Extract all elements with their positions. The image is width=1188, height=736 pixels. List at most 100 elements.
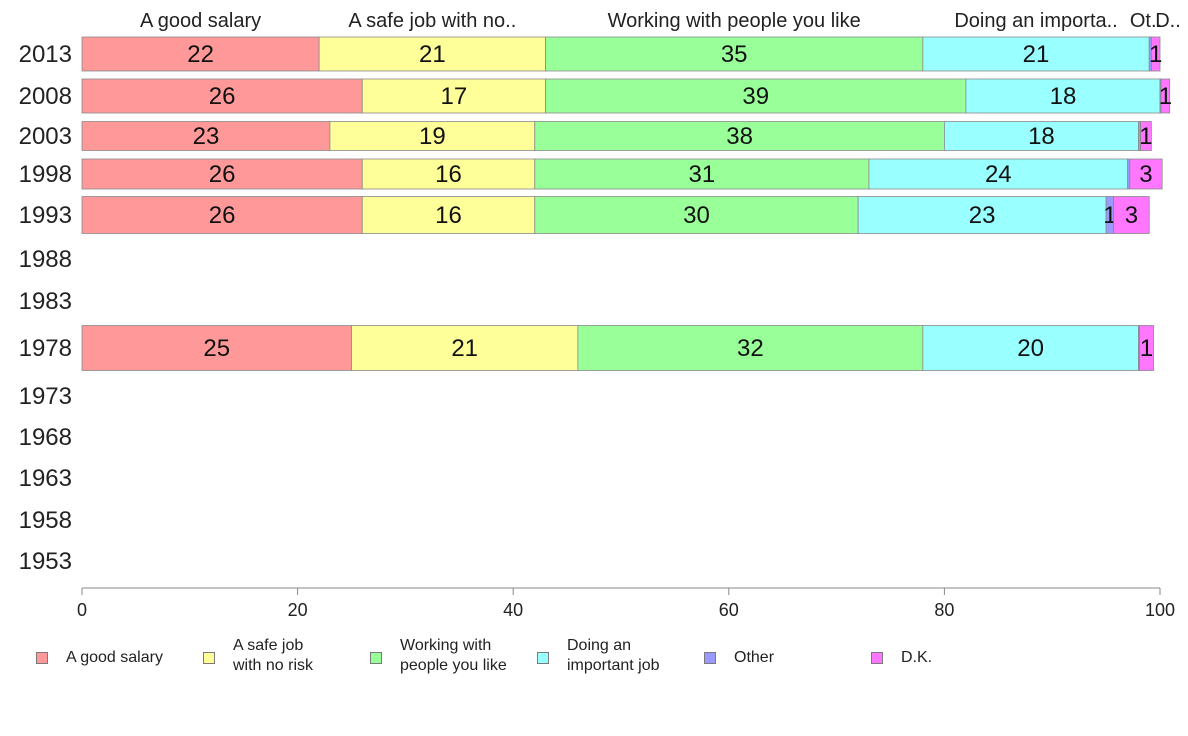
legend-label-4: Other: [734, 649, 775, 666]
data-label-2003-0: 23: [193, 123, 220, 150]
legend-label-5: D.K.: [901, 649, 933, 666]
row-label-1998: 1998: [19, 161, 72, 188]
data-label-1993-0: 26: [209, 202, 236, 229]
bar-segment-2003-1: [329, 121, 536, 151]
column-header-3: Doing an importa..: [954, 10, 1117, 32]
bar-segment-1998-3: [868, 158, 1129, 190]
legend-label-2: Working with people you like: [400, 637, 507, 674]
row-2003: 2003 23 19 38 18 1: [19, 121, 1153, 151]
row-label-1953: 1953: [19, 548, 72, 575]
x-tick-label-60: 60: [719, 600, 739, 620]
data-label-2008-5: 1: [1159, 83, 1172, 110]
row-label-1973: 1973: [19, 383, 72, 410]
legend-swatch-1: [203, 652, 215, 664]
data-label-1978-3: 20: [1017, 335, 1044, 362]
row-1978: 1978 25 21 32 20 1: [19, 325, 1154, 371]
legend-swatch-4: [704, 652, 716, 664]
data-label-2003-2: 38: [726, 123, 753, 150]
row-label-1958: 1958: [19, 507, 72, 534]
legend-swatch-5: [871, 652, 883, 664]
column-header-5: D..: [1155, 10, 1181, 32]
bar-segment-1978-1: [351, 325, 579, 371]
column-header-2: Working with people you like: [608, 10, 861, 32]
data-label-2008-0: 26: [209, 83, 236, 110]
data-label-2003-5: 1: [1139, 123, 1152, 150]
bar-segment-2013-1: [318, 36, 546, 72]
bar-segment-1978-2: [577, 325, 924, 371]
row-label-2003: 2003: [19, 123, 72, 150]
row-1953: 1953: [19, 548, 72, 575]
x-tick-label-40: 40: [503, 600, 523, 620]
legend-label-1: A safe job with no risk: [233, 637, 314, 674]
x-tick-label-0: 0: [77, 600, 87, 620]
data-label-2008-1: 17: [441, 83, 468, 110]
row-label-1993: 1993: [19, 202, 72, 229]
bar-segment-2008-1: [361, 78, 546, 114]
row-2013: 2013 22 21 35 21 1: [19, 36, 1162, 72]
data-label-2013-0: 22: [187, 41, 214, 68]
row-label-2008: 2008: [19, 83, 72, 110]
bar-segment-2008-0: [81, 78, 363, 114]
bar-segment-1978-3: [922, 325, 1139, 371]
bar-segment-2003-5: [1140, 121, 1152, 151]
data-label-1993-2: 30: [683, 202, 710, 229]
data-label-1978-5: 1: [1140, 335, 1153, 362]
bar-segment-1998-2: [534, 158, 870, 190]
data-label-1993-4: 1: [1103, 202, 1116, 229]
legend-item-5: D.K.: [871, 636, 932, 668]
legend-swatch-3: [537, 652, 549, 664]
chart-legend: A good salary A safe job with no risk Work…: [36, 636, 1176, 696]
column-header-4: Ot..: [1130, 10, 1162, 32]
row-1983: 1983: [19, 288, 72, 315]
data-label-2008-2: 39: [742, 83, 769, 110]
row-1993: 1993 26 16 30 23 1 3: [19, 196, 1150, 234]
bar-segment-2013-5: [1150, 36, 1161, 72]
x-tick-label-20: 20: [288, 600, 308, 620]
bar-segment-1998-0: [81, 158, 363, 190]
bar-segment-2008-2: [545, 78, 967, 114]
legend-label-3: Doing an important job: [567, 637, 660, 674]
bar-segment-1993-3: [857, 196, 1107, 234]
chart-canvas: A good salary A safe job with no.. Working…: [19, 10, 1181, 620]
column-header-0: A good salary: [140, 10, 261, 32]
bar-segment-2008-5: [1160, 78, 1171, 114]
data-label-1993-5: 3: [1125, 202, 1138, 229]
column-headers: A good salary A safe job with no.. Working…: [140, 10, 1181, 32]
data-label-2013-5: 1: [1149, 41, 1162, 68]
legend-item-1: A safe job with no risk: [203, 636, 313, 676]
row-label-1968: 1968: [19, 424, 72, 451]
legend-item-4: Other: [704, 636, 774, 668]
bar-segment-2003-2: [534, 121, 945, 151]
bar-segment-1998-5: [1129, 158, 1163, 190]
row-1963: 1963: [19, 465, 72, 492]
data-label-2013-3: 21: [1023, 41, 1050, 68]
bar-segment-1978-5: [1139, 325, 1154, 371]
legend-item-2: Working with people you like: [370, 636, 507, 676]
bar-segment-1998-1: [361, 158, 536, 190]
row-2008: 2008 26 17 39 18 1: [19, 78, 1172, 114]
data-label-1978-2: 32: [737, 335, 764, 362]
x-axis: 0 20 40 60 80 100: [77, 587, 1175, 620]
bar-segment-1993-5: [1113, 196, 1150, 234]
bar-segment-2003-0: [81, 121, 331, 151]
row-label-1978: 1978: [19, 335, 72, 362]
row-label-1983: 1983: [19, 288, 72, 315]
data-label-1993-1: 16: [435, 202, 462, 229]
legend-swatch-0: [36, 652, 48, 664]
data-label-1993-3: 23: [969, 202, 996, 229]
data-label-1978-0: 25: [203, 335, 230, 362]
x-tick-label-80: 80: [934, 600, 954, 620]
data-label-1978-1: 21: [451, 335, 478, 362]
data-label-1998-3: 24: [985, 161, 1012, 188]
data-label-2013-2: 35: [721, 41, 748, 68]
data-label-1998-2: 31: [688, 161, 715, 188]
row-1973: 1973: [19, 383, 72, 410]
bar-segment-2003-3: [944, 121, 1139, 151]
legend-item-3: Doing an important job: [537, 636, 660, 676]
row-label-1963: 1963: [19, 465, 72, 492]
legend-item-0: A good salary: [36, 636, 163, 668]
data-label-1998-1: 16: [435, 161, 462, 188]
bar-segment-1993-0: [81, 196, 363, 234]
